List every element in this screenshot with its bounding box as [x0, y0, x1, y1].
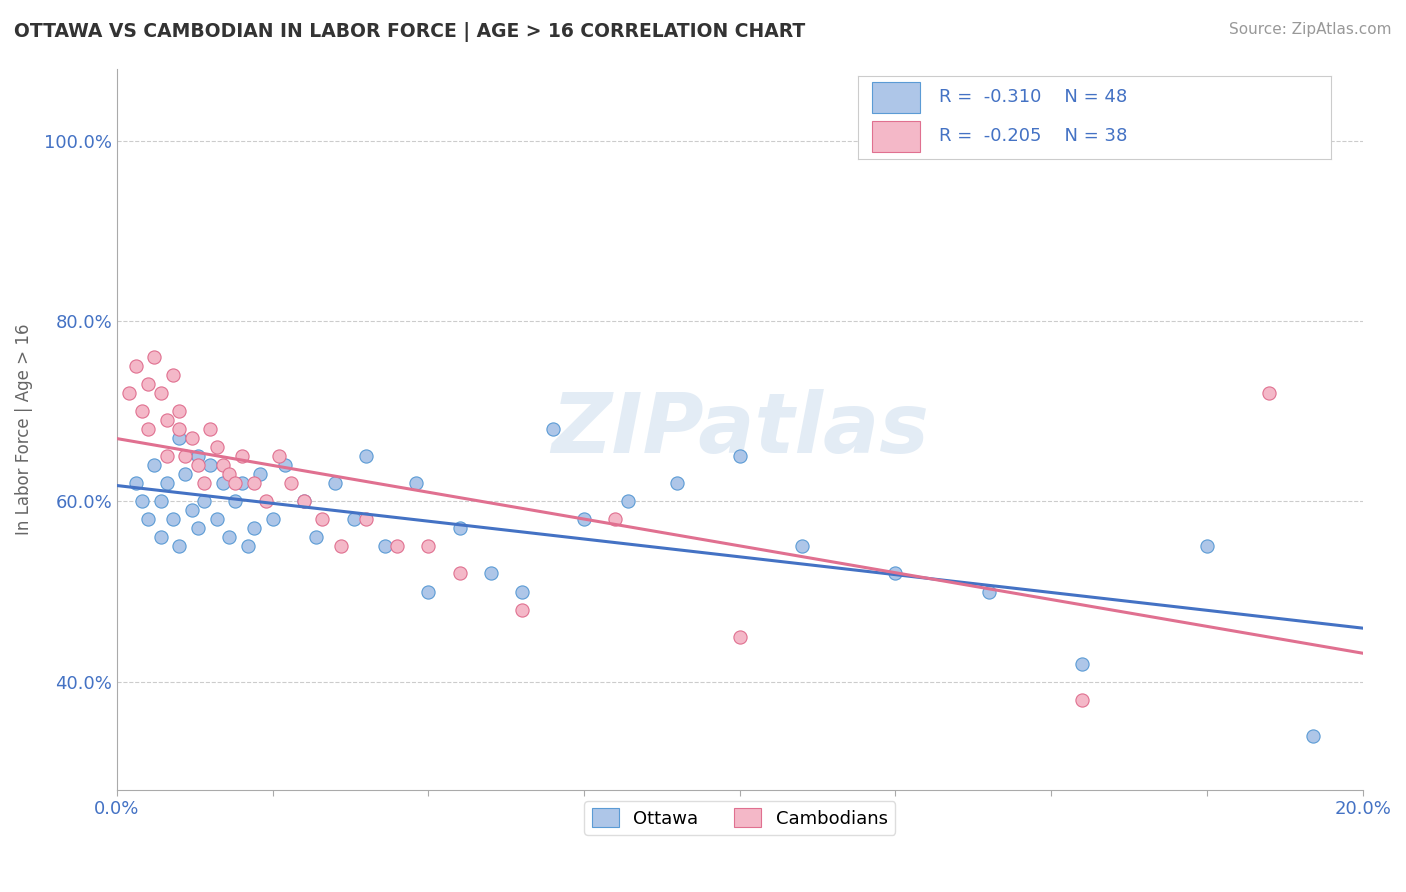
Point — [418, 584, 440, 599]
Point — [267, 450, 290, 464]
Text: Source: ZipAtlas.com: Source: ZipAtlas.com — [1229, 22, 1392, 37]
Point — [572, 512, 595, 526]
Point — [354, 450, 377, 464]
Point — [211, 458, 233, 473]
Point — [236, 540, 259, 554]
Point — [616, 494, 638, 508]
Y-axis label: In Labor Force | Age > 16: In Labor Force | Age > 16 — [15, 324, 32, 535]
Point — [243, 476, 266, 491]
Point — [136, 422, 159, 436]
Point — [180, 503, 202, 517]
Point — [1071, 692, 1094, 706]
Point — [224, 494, 246, 508]
Point — [292, 494, 315, 508]
Point — [884, 566, 907, 581]
Point — [231, 450, 253, 464]
Point — [977, 584, 1000, 599]
Point — [187, 521, 209, 535]
Point — [149, 530, 172, 544]
Point — [274, 458, 297, 473]
Point — [405, 476, 427, 491]
Point — [1195, 540, 1218, 554]
Point — [205, 512, 228, 526]
Point — [262, 512, 284, 526]
Point — [180, 431, 202, 445]
Point — [510, 584, 533, 599]
Point — [305, 530, 328, 544]
Point — [187, 450, 209, 464]
Point — [224, 476, 246, 491]
Point — [323, 476, 346, 491]
Point — [218, 467, 240, 482]
Point — [136, 377, 159, 392]
Point — [200, 422, 222, 436]
Point — [174, 450, 197, 464]
Point — [256, 494, 278, 508]
Point — [149, 494, 172, 508]
Point — [167, 422, 190, 436]
Point — [311, 512, 333, 526]
Point — [387, 540, 409, 554]
Point — [143, 458, 166, 473]
Point — [449, 521, 471, 535]
Point — [479, 566, 502, 581]
Point — [187, 458, 209, 473]
Point — [131, 404, 153, 418]
Point — [330, 540, 353, 554]
Point — [167, 431, 190, 445]
Point — [131, 494, 153, 508]
Point — [418, 540, 440, 554]
Text: ZIPatlas: ZIPatlas — [551, 389, 929, 470]
Text: OTTAWA VS CAMBODIAN IN LABOR FORCE | AGE > 16 CORRELATION CHART: OTTAWA VS CAMBODIAN IN LABOR FORCE | AGE… — [14, 22, 806, 42]
Point — [354, 512, 377, 526]
Point — [167, 404, 190, 418]
Point — [211, 476, 233, 491]
Point — [162, 368, 184, 383]
Point — [193, 494, 215, 508]
Point — [156, 413, 179, 427]
Point — [1258, 386, 1281, 401]
Point — [162, 512, 184, 526]
Legend: Ottawa, Cambodians: Ottawa, Cambodians — [585, 801, 896, 835]
Point — [1302, 729, 1324, 743]
Point — [374, 540, 396, 554]
Point — [243, 521, 266, 535]
Point — [666, 476, 689, 491]
Point — [292, 494, 315, 508]
Point — [790, 540, 813, 554]
Point — [193, 476, 215, 491]
Point — [605, 512, 627, 526]
Point — [1071, 657, 1094, 671]
Point — [510, 602, 533, 616]
Point — [167, 540, 190, 554]
Point — [541, 422, 564, 436]
Point — [343, 512, 366, 526]
Point — [249, 467, 271, 482]
Point — [124, 476, 146, 491]
Point — [149, 386, 172, 401]
Point — [156, 450, 179, 464]
Point — [231, 476, 253, 491]
Point — [200, 458, 222, 473]
Point — [728, 630, 751, 644]
Point — [728, 450, 751, 464]
Point — [143, 350, 166, 364]
Point — [205, 440, 228, 454]
Point — [218, 530, 240, 544]
Point — [449, 566, 471, 581]
Point — [280, 476, 302, 491]
Point — [118, 386, 141, 401]
Point — [156, 476, 179, 491]
Point — [174, 467, 197, 482]
Point — [136, 512, 159, 526]
Point — [124, 359, 146, 373]
